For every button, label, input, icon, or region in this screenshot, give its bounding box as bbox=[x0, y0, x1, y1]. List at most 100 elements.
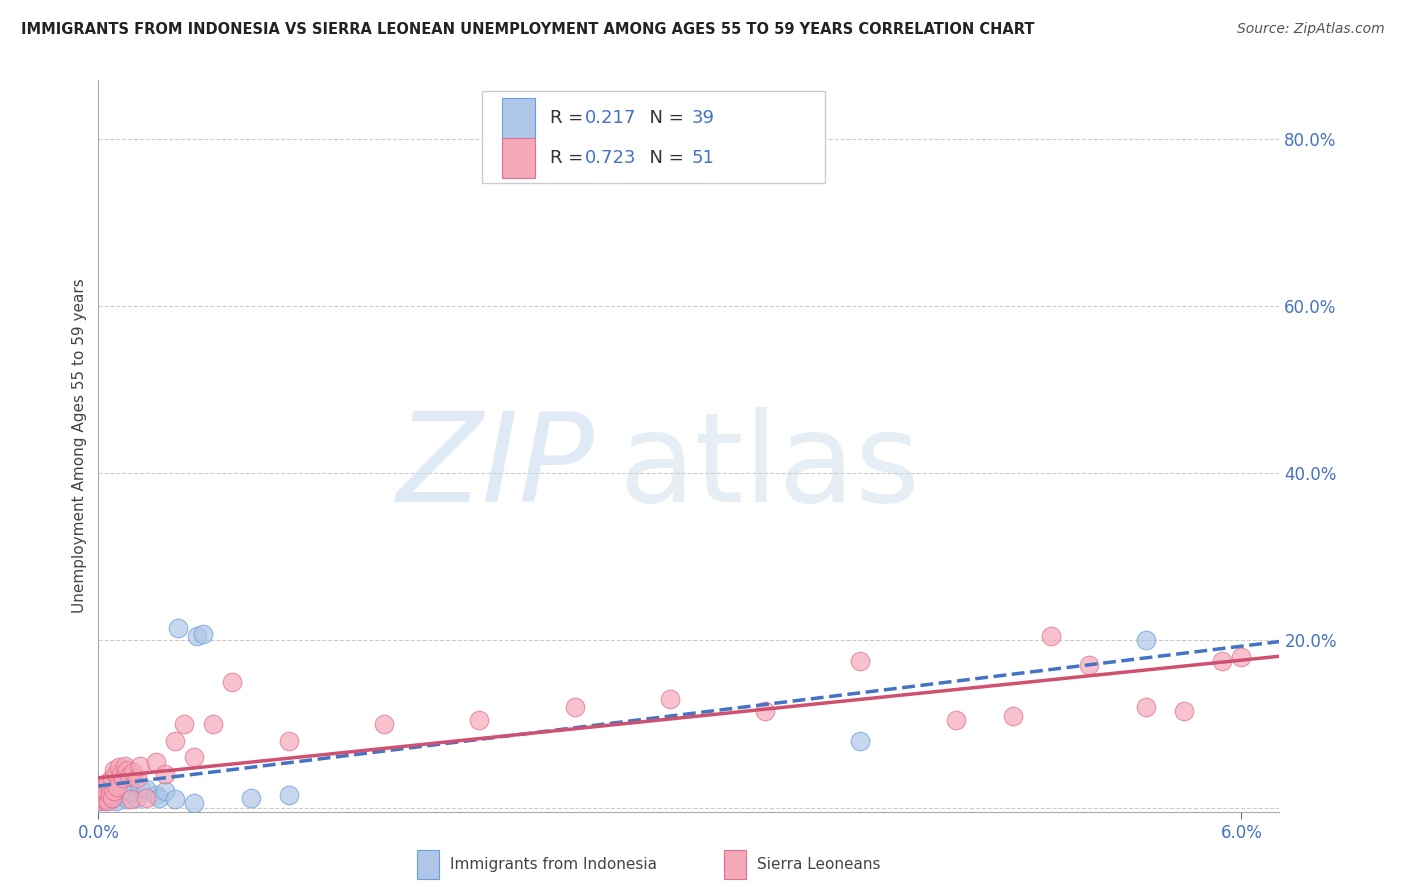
Point bbox=[98, 782, 121, 797]
Text: 0.723: 0.723 bbox=[585, 149, 637, 167]
Point bbox=[373, 717, 395, 731]
Point bbox=[145, 788, 167, 802]
Point bbox=[114, 767, 136, 781]
Bar bbox=[502, 138, 536, 178]
Point bbox=[239, 790, 262, 805]
Point bbox=[145, 755, 167, 769]
Point bbox=[115, 792, 138, 806]
Bar bbox=[418, 850, 439, 879]
Point bbox=[183, 797, 205, 811]
Point bbox=[1039, 629, 1062, 643]
Point bbox=[115, 763, 138, 777]
Point bbox=[93, 784, 115, 798]
Point bbox=[1211, 654, 1233, 668]
Bar bbox=[502, 98, 536, 138]
Point bbox=[186, 629, 208, 643]
Point bbox=[103, 790, 125, 805]
Point bbox=[89, 790, 111, 805]
Point bbox=[1001, 708, 1024, 723]
Point bbox=[89, 792, 111, 806]
Point bbox=[114, 758, 136, 772]
Point bbox=[658, 691, 681, 706]
Point bbox=[89, 788, 111, 802]
Point bbox=[277, 788, 299, 802]
Point bbox=[173, 717, 195, 731]
Point bbox=[94, 780, 117, 794]
Point bbox=[221, 675, 243, 690]
Point bbox=[1135, 633, 1157, 648]
Text: 0.217: 0.217 bbox=[585, 110, 637, 128]
Point bbox=[754, 705, 776, 719]
Point bbox=[153, 784, 176, 798]
Point bbox=[849, 654, 872, 668]
Point bbox=[91, 784, 114, 798]
Point bbox=[125, 772, 148, 786]
Point bbox=[91, 790, 114, 805]
Point bbox=[1173, 705, 1195, 719]
Point bbox=[118, 784, 141, 798]
Point bbox=[94, 785, 117, 799]
Point bbox=[163, 792, 186, 806]
Point bbox=[201, 717, 224, 731]
Point bbox=[97, 788, 120, 802]
Point bbox=[98, 788, 121, 802]
Point bbox=[135, 782, 157, 797]
Point bbox=[97, 775, 120, 789]
Point bbox=[849, 733, 872, 747]
Point bbox=[107, 772, 129, 786]
Point bbox=[100, 775, 122, 789]
Point bbox=[104, 767, 127, 781]
Point bbox=[112, 788, 135, 802]
Text: 51: 51 bbox=[692, 149, 714, 167]
Bar bbox=[724, 850, 745, 879]
Point bbox=[163, 733, 186, 747]
Point bbox=[121, 765, 143, 780]
Point bbox=[148, 790, 170, 805]
Text: R =: R = bbox=[550, 149, 589, 167]
Point bbox=[120, 792, 142, 806]
Point bbox=[118, 769, 141, 783]
Text: IMMIGRANTS FROM INDONESIA VS SIERRA LEONEAN UNEMPLOYMENT AMONG AGES 55 TO 59 YEA: IMMIGRANTS FROM INDONESIA VS SIERRA LEON… bbox=[21, 22, 1035, 37]
Text: Source: ZipAtlas.com: Source: ZipAtlas.com bbox=[1237, 22, 1385, 37]
Point bbox=[129, 758, 152, 772]
Point bbox=[91, 788, 114, 802]
Point bbox=[108, 760, 131, 774]
Point bbox=[98, 792, 121, 806]
Point bbox=[97, 782, 120, 797]
Point bbox=[135, 790, 157, 805]
Point bbox=[129, 780, 152, 794]
Point bbox=[103, 784, 125, 798]
Point bbox=[100, 785, 122, 799]
Point bbox=[1135, 700, 1157, 714]
Point bbox=[97, 794, 120, 808]
Point bbox=[100, 790, 122, 805]
Text: Immigrants from Indonesia: Immigrants from Indonesia bbox=[450, 857, 658, 871]
Point bbox=[153, 767, 176, 781]
Point bbox=[107, 780, 129, 794]
Point bbox=[564, 700, 586, 714]
Y-axis label: Unemployment Among Ages 55 to 59 years: Unemployment Among Ages 55 to 59 years bbox=[72, 278, 87, 614]
Point bbox=[93, 790, 115, 805]
Point bbox=[89, 792, 111, 806]
Point bbox=[277, 733, 299, 747]
Text: Sierra Leoneans: Sierra Leoneans bbox=[758, 857, 882, 871]
Point bbox=[183, 750, 205, 764]
Text: 39: 39 bbox=[692, 110, 714, 128]
Point bbox=[468, 713, 491, 727]
Point bbox=[91, 785, 114, 799]
Text: atlas: atlas bbox=[619, 408, 920, 528]
Text: N =: N = bbox=[638, 110, 690, 128]
Point bbox=[89, 794, 111, 808]
Point bbox=[100, 772, 122, 786]
Point bbox=[104, 794, 127, 808]
Point bbox=[89, 794, 111, 808]
Text: R =: R = bbox=[550, 110, 589, 128]
FancyBboxPatch shape bbox=[482, 91, 825, 183]
Point bbox=[945, 713, 967, 727]
Point bbox=[1230, 650, 1253, 665]
Point bbox=[110, 780, 132, 794]
Point bbox=[125, 790, 148, 805]
Point bbox=[93, 780, 115, 794]
Point bbox=[110, 767, 132, 781]
Point bbox=[1078, 658, 1101, 673]
